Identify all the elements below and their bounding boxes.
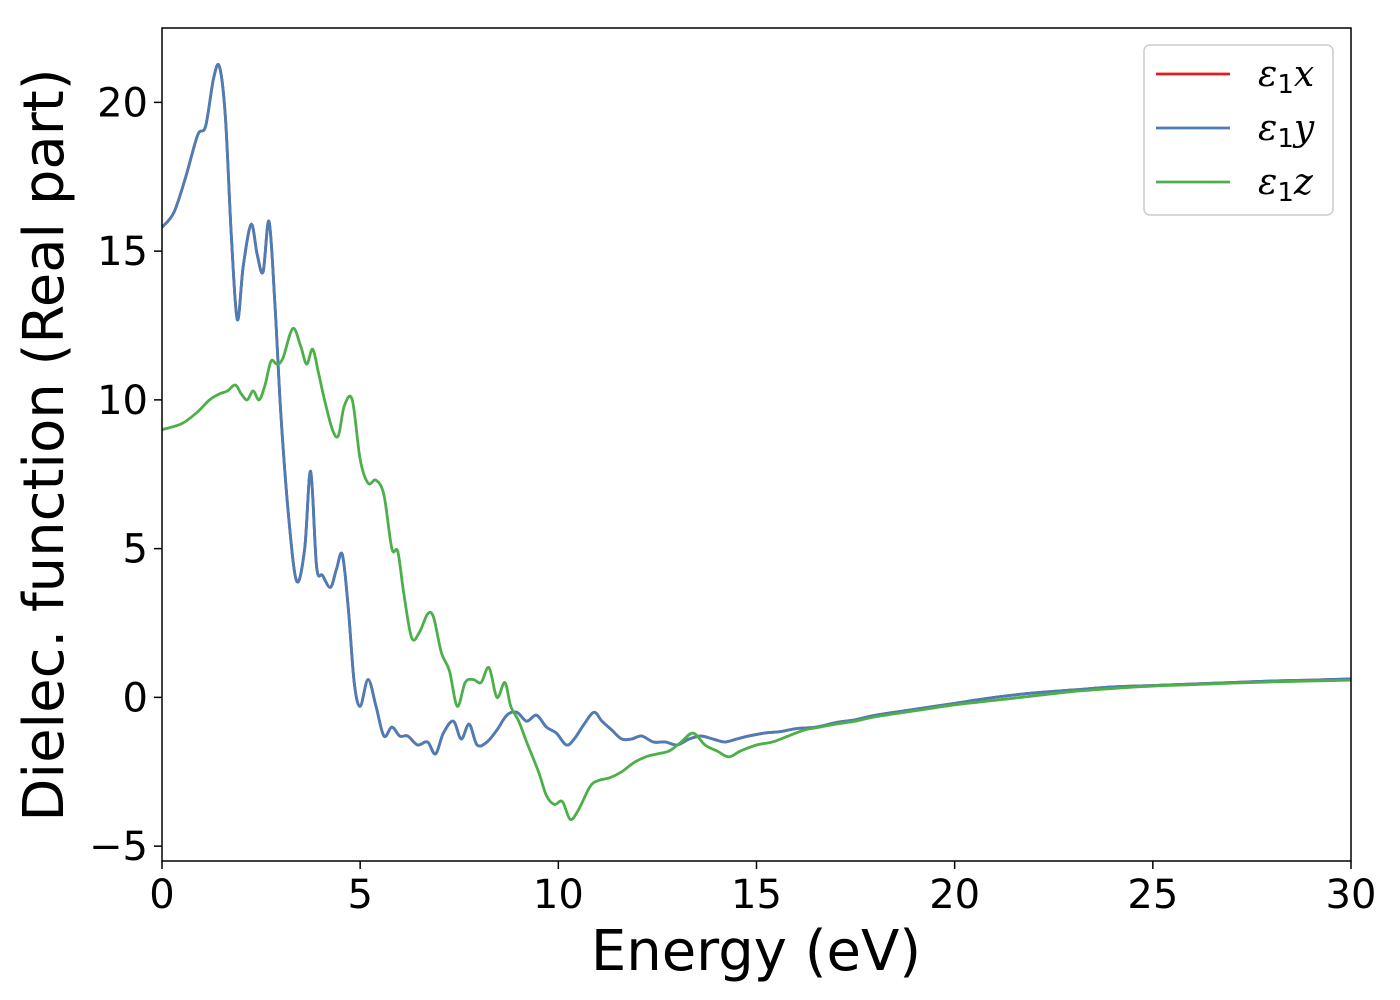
legend: ε1x ε1y ε1z [1143, 44, 1334, 216]
x-axis-label: Energy (eV) [591, 919, 921, 984]
legend-entry-x: ε1x [1258, 54, 1314, 100]
y-axis-ticks: −5 0 5 10 15 20 [89, 80, 162, 870]
x-tick-label: 20 [929, 872, 980, 918]
y-tick-label: 5 [123, 527, 148, 573]
y-tick-label: 10 [97, 378, 148, 424]
x-tick-label: 5 [347, 872, 372, 918]
legend-box [1143, 44, 1334, 216]
y-tick-label: 20 [97, 80, 148, 126]
legend-entry-y: ε1y [1258, 108, 1315, 154]
y-axis-label: Dielec. function (Real part) [12, 68, 77, 821]
x-tick-label: 15 [731, 872, 782, 918]
x-tick-label: 0 [149, 872, 174, 918]
series-line-z [162, 327, 1351, 821]
x-axis-ticks: 0 5 10 15 20 25 30 [149, 861, 1376, 918]
y-tick-label: 0 [123, 675, 148, 721]
y-tick-label: 15 [97, 229, 148, 275]
x-tick-label: 25 [1127, 872, 1178, 918]
x-tick-label: 30 [1326, 872, 1377, 918]
plot-lines [162, 63, 1351, 821]
legend-entry-z: ε1z [1258, 162, 1314, 208]
x-tick-label: 10 [533, 872, 584, 918]
y-tick-label: −5 [89, 824, 148, 870]
